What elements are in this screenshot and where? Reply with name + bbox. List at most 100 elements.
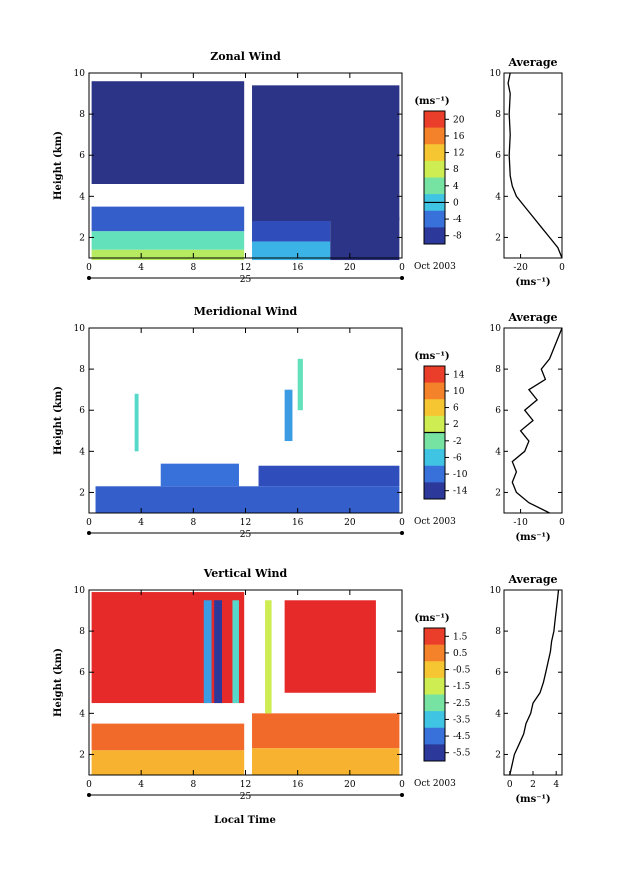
colorbar-tick-label: 0 [453,198,459,208]
average-x-label: (ms⁻¹) [515,277,550,288]
y-tick-label: 2 [79,233,85,243]
x-tick-label: 12 [240,518,251,528]
y-tick-label: 4 [79,192,85,202]
colorbar-tick-label: 20 [453,115,465,125]
date-label: Oct 2003 [414,517,456,527]
date-label: Oct 2003 [414,779,456,789]
colorbar-tick-label: -14 [453,487,468,497]
colorbar-tick-label: -0.5 [453,666,471,676]
heatmap-region [252,221,331,242]
colorbar-unit: (ms⁻¹) [414,613,449,624]
heatmap-region [134,393,139,452]
colorbar-segment [424,210,445,228]
colorbar-segment [424,727,445,745]
x-tick-label: 8 [190,780,196,790]
colorbar-tick-label: 12 [453,149,464,159]
day-label: 25 [240,792,252,802]
colorbar-tick-label: 6 [453,404,459,414]
colorbar-tick-label: -5.5 [453,749,471,759]
y-tick-label: 6 [79,668,85,678]
x-tick-label: 0 [399,780,405,790]
average-profile-line [509,589,560,776]
x-tick-label: 0 [86,263,92,273]
avg-y-tick-label: 4 [495,192,501,202]
avg-y-tick-label: 2 [495,233,501,243]
avg-y-tick-label: 8 [495,365,501,375]
average-frame [503,589,563,776]
colorbar-tick-label: -10 [453,470,468,480]
colorbar-tick-label: -4.5 [453,732,471,742]
y-tick-label: 10 [74,586,86,596]
average-frame [503,72,563,259]
heatmap-region [214,600,223,704]
colorbar-tick-label: 10 [453,387,465,397]
average-frame [503,327,563,514]
x-tick-label: 16 [292,518,304,528]
colorbar-tick-label: 2 [453,420,459,430]
colorbar-tick-label: 4 [453,182,459,192]
day-start-marker [87,793,91,797]
average-title: Average [507,573,557,586]
avg-y-tick-label: 10 [490,324,502,334]
y-tick-label: 8 [79,110,85,120]
colorbar-tick-label: -3.5 [453,715,471,725]
y-tick-label: 2 [79,488,85,498]
avg-y-tick-label: 8 [495,110,501,120]
colorbar-segment [424,415,445,433]
day-start-marker [87,276,91,280]
colorbar-frame [423,627,446,762]
colorbar-segment [424,144,445,162]
x-tick-label: 0 [399,518,405,528]
y-tick-label: 6 [79,151,85,161]
x-tick-label: 0 [86,780,92,790]
date-label: Oct 2003 [414,262,456,272]
y-axis-label: Height (km) [53,131,64,200]
heatmap-region [258,465,400,487]
x-tick-label: 0 [86,518,92,528]
y-tick-label: 10 [74,324,86,334]
avg-y-tick-label: 4 [495,447,501,457]
panel-title: Meridional Wind [194,305,298,318]
heatmap-region [265,600,272,714]
avg-y-tick-label: 6 [495,406,501,416]
heatmap-region [203,600,212,704]
colorbar-segment [424,628,445,646]
y-axis-label: Height (km) [53,648,64,717]
colorbar-tick-label: 1.5 [453,632,468,642]
colorbar-segment [424,227,445,245]
colorbar-tick-label: -8 [453,232,462,242]
average-x-label: (ms⁻¹) [515,532,550,543]
heatmap-region [160,463,239,487]
heatmap-region [284,600,376,693]
heatmap-region [252,85,400,221]
avg-x-tick-label: 2 [530,780,536,790]
y-tick-label: 8 [79,627,85,637]
heatmap-region [330,216,400,261]
x-tick-label: 4 [138,780,144,790]
day-end-marker [400,276,404,280]
day-start-marker [87,531,91,535]
colorbar-tick-label: -1.5 [453,682,471,692]
colorbar-tick-label: -6 [453,453,462,463]
avg-x-tick-label: -10 [513,518,528,528]
colorbar-segment [424,399,445,417]
colorbar-segment [424,644,445,662]
average-title: Average [507,56,557,69]
heatmap-region [91,750,245,775]
avg-y-tick-label: 4 [495,709,501,719]
x-tick-label: 20 [344,518,356,528]
colorbar-segment [424,382,445,400]
x-tick-label: 16 [292,263,304,273]
heatmap-region [284,389,293,442]
colorbar-segment [424,711,445,729]
avg-x-tick-label: 0 [559,263,565,273]
y-tick-label: 4 [79,709,85,719]
avg-x-tick-label: 0 [559,518,565,528]
x-tick-label: 20 [344,780,356,790]
colorbar-tick-label: 8 [453,165,459,175]
y-tick-label: 8 [79,365,85,375]
day-end-marker [400,531,404,535]
